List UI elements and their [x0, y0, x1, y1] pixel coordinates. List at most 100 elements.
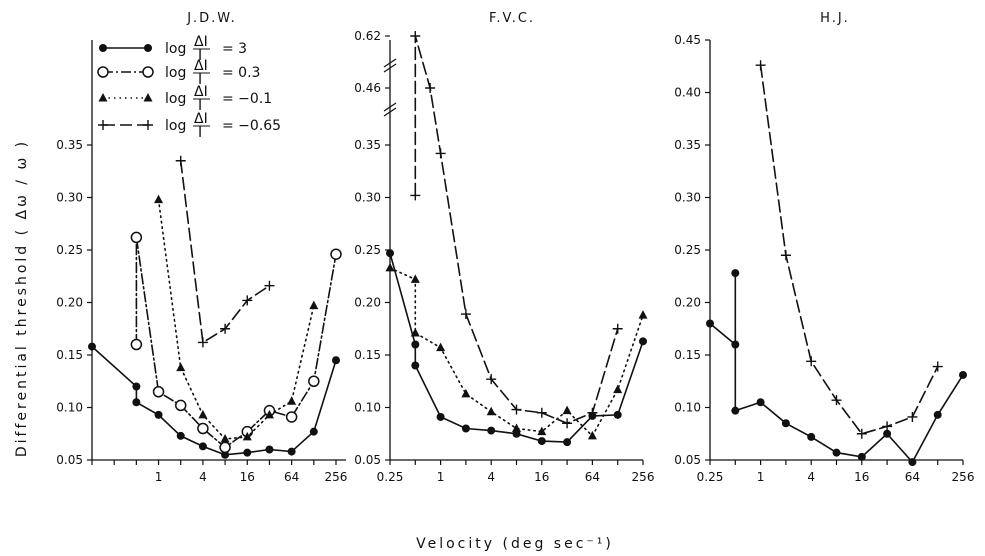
y-tick-label: 0.20 [56, 296, 83, 310]
data-point [587, 407, 598, 418]
data-point [198, 442, 207, 451]
data-point [154, 194, 164, 204]
legend-prefix: log [165, 41, 186, 57]
data-point [882, 421, 893, 432]
series-sm065 [755, 60, 943, 439]
series-line [759, 64, 939, 435]
legend-item: log ΔII = 0.3 [97, 58, 260, 88]
legend-value: = 0.3 [222, 65, 260, 81]
y-tick-label: 0.45 [674, 33, 701, 47]
y-tick-label: 0.30 [354, 191, 381, 205]
data-point [612, 323, 623, 334]
data-point [264, 280, 275, 291]
data-point [243, 448, 252, 457]
x-tick-label: 64 [905, 470, 920, 484]
y-axis-title: Differential threshold ( Δω / ω ) [14, 139, 30, 457]
data-point [806, 356, 817, 367]
data-point [242, 295, 253, 306]
data-point [537, 426, 547, 436]
data-point [907, 411, 918, 422]
data-point [563, 438, 572, 447]
data-point [99, 44, 107, 52]
legend-fraction-num: ΔI [194, 34, 208, 50]
panel-2: F.V.C. 0.05 0.10 0.15 0.20 0.25 0.30 0.35 0.46 0.… [354, 11, 654, 484]
data-point [97, 66, 109, 78]
y-tick-label: 0.25 [354, 243, 381, 257]
data-point [198, 409, 208, 419]
data-point [807, 432, 816, 441]
legend-fraction-den: I [198, 125, 202, 141]
y-tick-label: 0.10 [56, 401, 83, 415]
y-tick-label: 0.40 [674, 86, 701, 100]
legend-value: = −0.1 [222, 91, 272, 107]
data-point [410, 31, 421, 41]
y-tick-label: 0.15 [674, 348, 701, 362]
y-tick-label: 0.05 [354, 453, 381, 467]
data-point [461, 424, 470, 433]
series-sm065 [410, 31, 623, 429]
data-point [411, 361, 420, 370]
data-point [932, 361, 943, 372]
data-point [242, 431, 252, 441]
data-point [756, 398, 765, 407]
data-point [780, 250, 791, 261]
data-point [562, 418, 573, 429]
data-point [130, 338, 143, 351]
data-point [410, 274, 420, 283]
data-point [219, 441, 231, 454]
data-point [143, 93, 153, 102]
y-tick-label: 0.15 [354, 348, 381, 362]
data-point [436, 342, 446, 352]
data-point [88, 342, 96, 351]
series-line [709, 273, 964, 464]
data-point [883, 429, 892, 438]
series-s3 [706, 269, 967, 467]
data-point [486, 406, 496, 416]
data-point [933, 410, 942, 419]
x-tick-label: 16 [534, 470, 549, 484]
data-point [410, 190, 421, 201]
data-point [308, 375, 320, 387]
y-tick-label: 0.10 [354, 401, 381, 415]
x-tick-label: 0.25 [697, 470, 724, 484]
data-point [410, 327, 420, 337]
data-point [411, 340, 420, 349]
legend-fraction-num: ΔI [194, 111, 208, 127]
data-point [613, 410, 622, 419]
panel-3: H.J. 0.05 0.10 0.15 0.20 0.25 0.30 0.35 0.40 0.45… [674, 11, 974, 484]
data-point [264, 409, 274, 419]
chart-panels: J.D.W. 0.05 0.10 0.15 0.20 0.25 0.30 0.35 1 4 16 64… [56, 11, 974, 484]
x-tick-label: 16 [240, 470, 255, 484]
legend-value: = −0.65 [222, 118, 281, 134]
data-point [98, 120, 108, 130]
y-tick-label: 0.10 [674, 401, 701, 415]
y-tick-label: 0.62 [354, 29, 381, 43]
y-tick-label: 0.35 [56, 138, 83, 152]
legend-fraction-den: I [198, 72, 202, 88]
axis-break-mark [383, 102, 397, 117]
data-point [639, 337, 647, 346]
y-tick-label: 0.15 [56, 348, 83, 362]
data-point [386, 249, 394, 258]
data-point [460, 309, 471, 320]
y-tick-label: 0.30 [56, 191, 83, 205]
legend-item: log ΔII = 3 [99, 34, 247, 64]
data-point [144, 44, 152, 52]
series-line [389, 267, 644, 438]
data-point [638, 310, 648, 319]
panel-title: F.V.C. [489, 11, 535, 26]
series-s3 [88, 342, 340, 459]
series-s03 [130, 231, 342, 454]
data-point [832, 448, 841, 457]
data-point [959, 370, 967, 379]
data-point [220, 323, 231, 334]
series-sm01 [385, 262, 648, 440]
x-tick-label: 16 [854, 470, 869, 484]
data-point [908, 458, 917, 467]
panel-title: J.D.W. [186, 11, 237, 26]
data-point [613, 384, 623, 394]
y-tick-label: 0.35 [674, 138, 701, 152]
x-tick-label: 64 [585, 470, 600, 484]
data-point [287, 447, 296, 456]
